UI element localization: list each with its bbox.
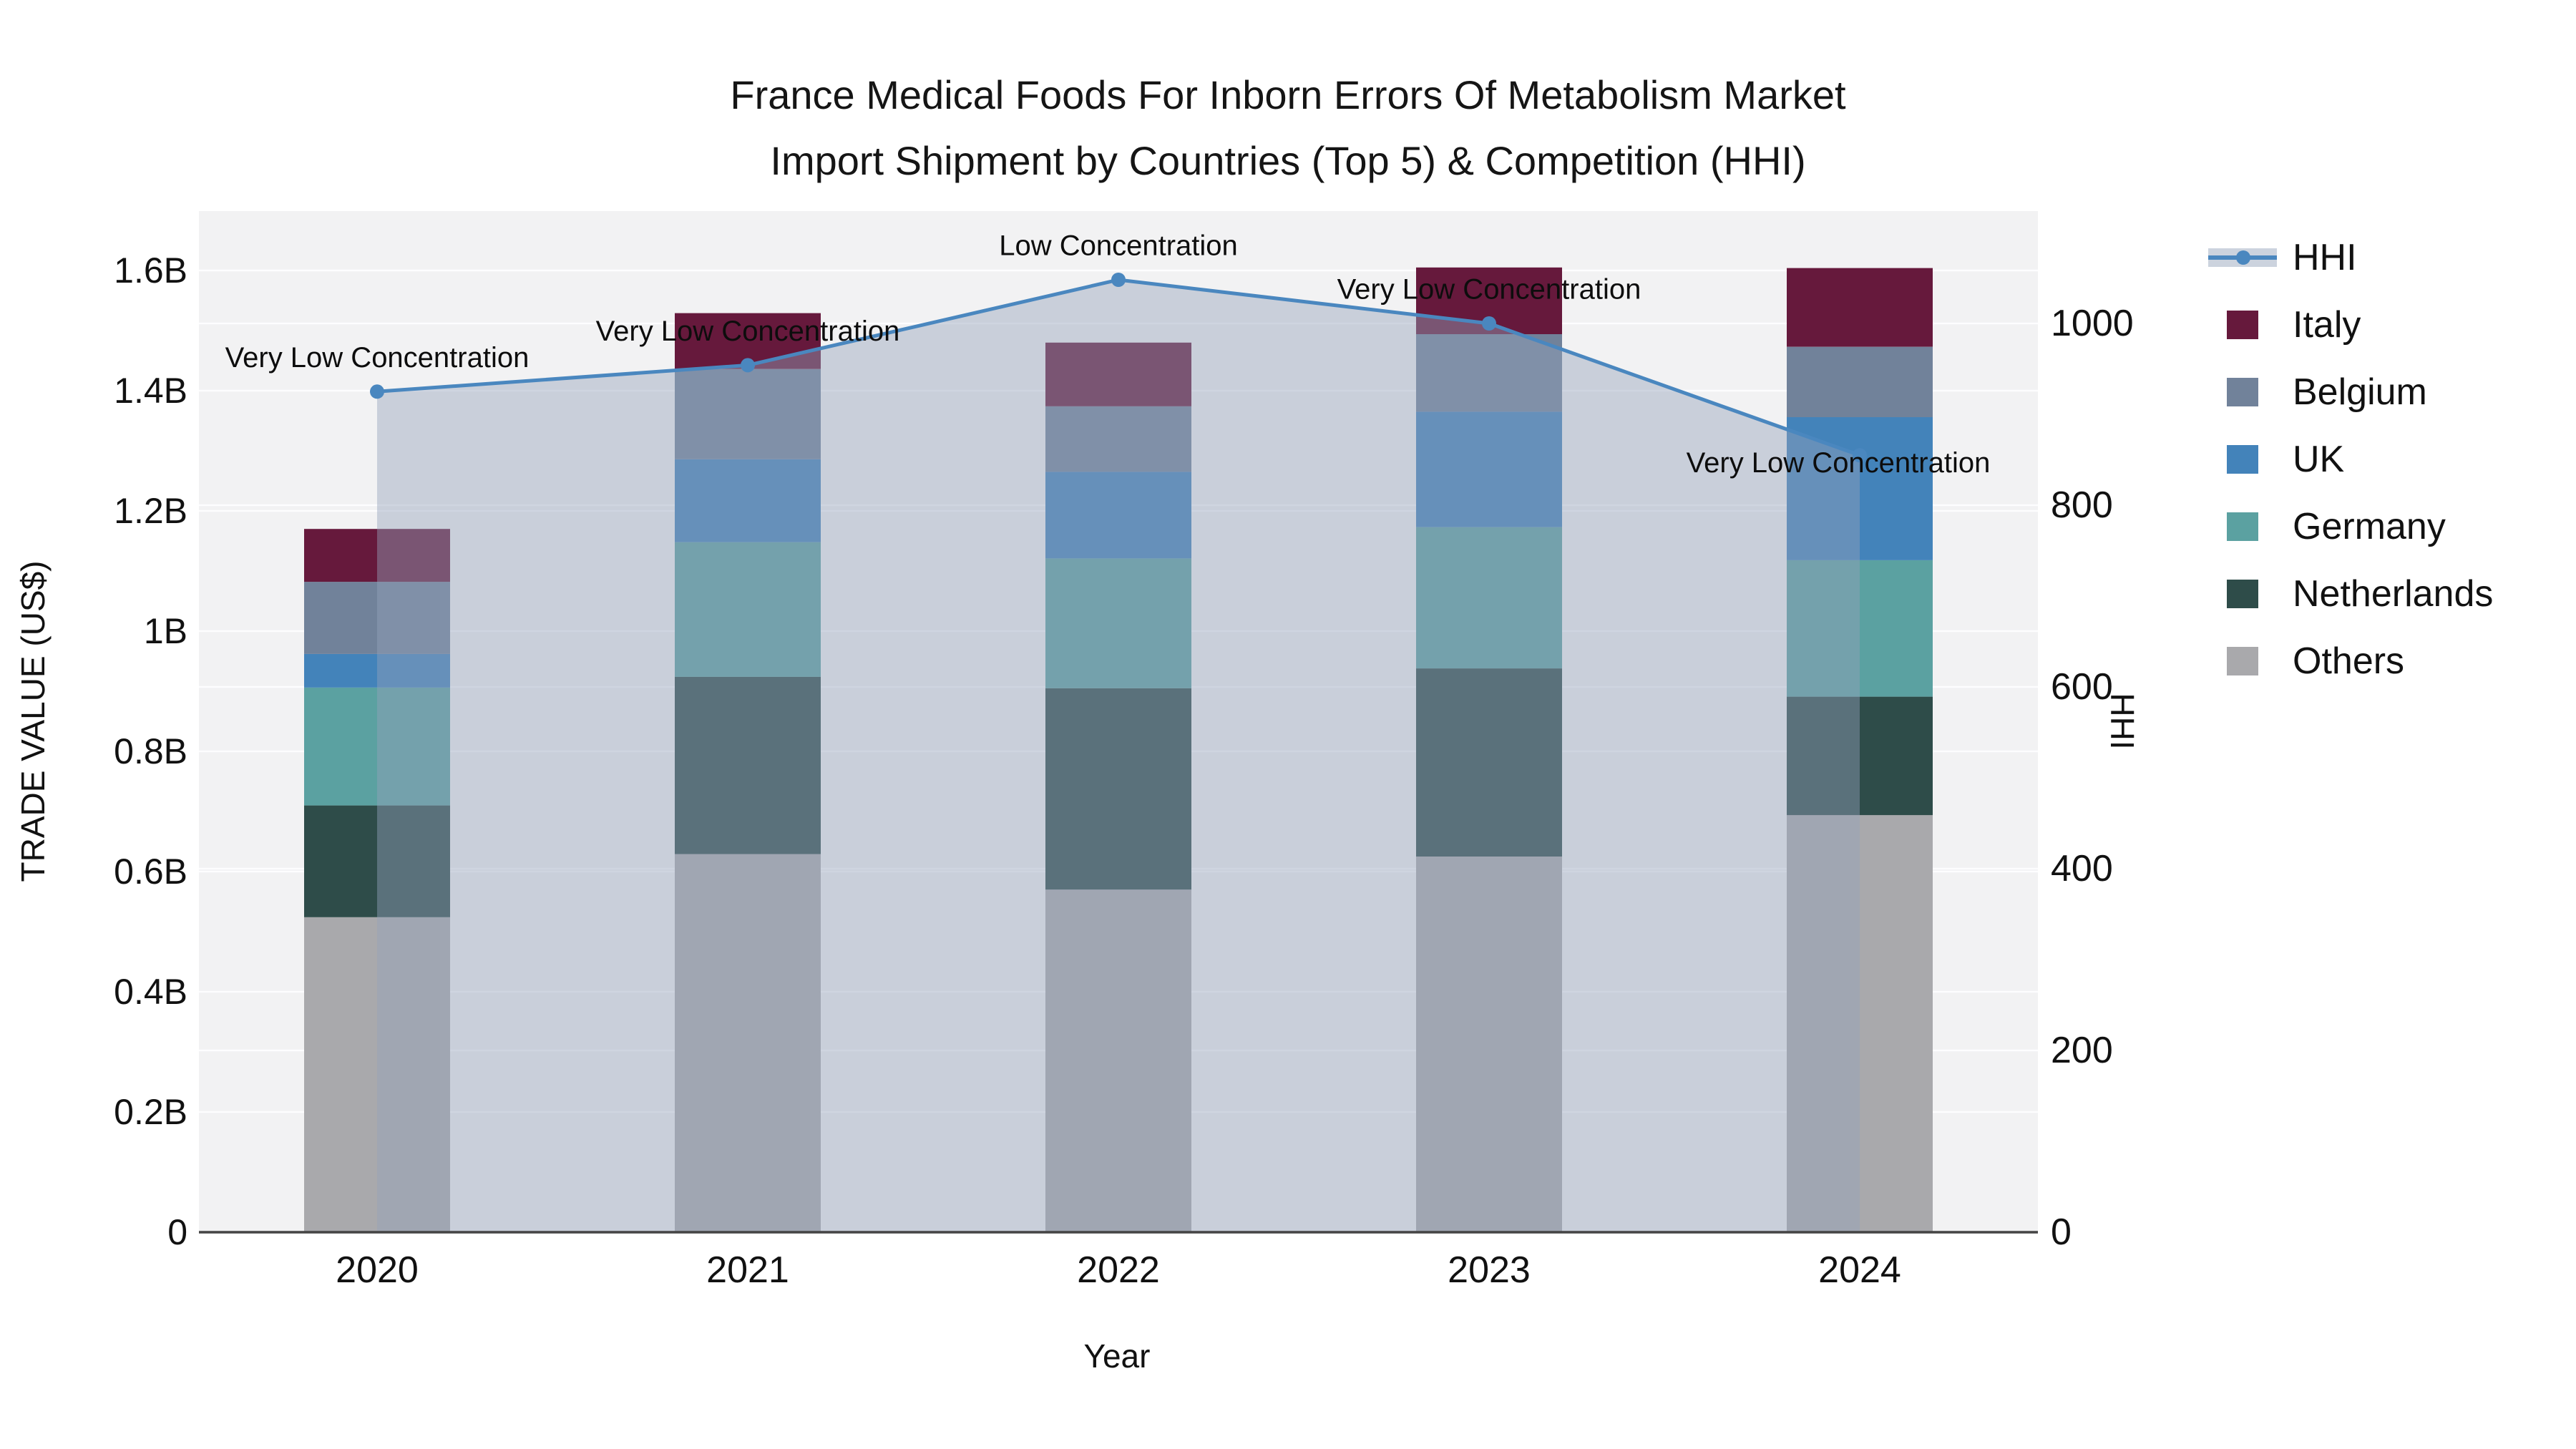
legend-label-others: Others bbox=[2293, 640, 2405, 682]
x-tick-2022: 2022 bbox=[1077, 1249, 1160, 1291]
legend-item-netherlands[interactable]: Netherlands bbox=[2208, 572, 2493, 615]
bar-segment-Netherlands-2023[interactable] bbox=[1416, 668, 1562, 857]
hhi-sample-marker-icon bbox=[2236, 250, 2250, 265]
annotation-2021: Very Low Concentration bbox=[596, 316, 900, 347]
bar-segment-Others-2021[interactable] bbox=[675, 854, 821, 1232]
legend: HHI Italy Belgium UK Germany Netherlands… bbox=[2208, 236, 2493, 707]
left-tick-0.4B: 0.4B bbox=[114, 972, 187, 1012]
annotation-2023: Very Low Concentration bbox=[1337, 274, 1641, 306]
legend-label-germany: Germany bbox=[2293, 506, 2446, 547]
hhi-area bbox=[377, 280, 1860, 1232]
bar-segment-Belgium-2024[interactable] bbox=[1787, 346, 1933, 417]
hhi-marker-2024[interactable] bbox=[1853, 448, 1867, 463]
bar-segment-Belgium-2023[interactable] bbox=[1416, 334, 1562, 412]
x-axis-title: Year bbox=[1083, 1337, 1151, 1375]
right-axis-title: HHI bbox=[2104, 693, 2141, 750]
bar-segment-Italy-2024[interactable] bbox=[1787, 268, 1933, 347]
legend-item-others[interactable]: Others bbox=[2208, 640, 2493, 683]
right-tick-800: 800 bbox=[2051, 484, 2113, 526]
annotation-2020: Very Low Concentration bbox=[225, 342, 530, 374]
annotation-2022: Low Concentration bbox=[999, 230, 1238, 262]
x-tick-2024: 2024 bbox=[1818, 1249, 1901, 1291]
right-tick-200: 200 bbox=[2051, 1030, 2113, 1071]
bar-segment-Netherlands-2020[interactable] bbox=[304, 805, 450, 917]
chart-title-line1: France Medical Foods For Inborn Errors O… bbox=[730, 72, 1846, 117]
x-tick-2021: 2021 bbox=[706, 1249, 789, 1291]
bar-segment-Italy-2020[interactable] bbox=[304, 529, 450, 582]
hhi-marker-2020[interactable] bbox=[370, 384, 384, 399]
bar-segment-Germany-2022[interactable] bbox=[1045, 558, 1191, 688]
left-tick-1.6B: 1.6B bbox=[114, 250, 187, 291]
hhi-marker-2023[interactable] bbox=[1482, 316, 1496, 331]
bar-segment-UK-2024[interactable] bbox=[1787, 417, 1933, 560]
uk-swatch-icon bbox=[2227, 445, 2258, 474]
right-tick-600: 600 bbox=[2051, 666, 2113, 708]
legend-item-hhi[interactable]: HHI bbox=[2208, 236, 2493, 279]
bar-segment-Italy-2022[interactable] bbox=[1045, 342, 1191, 406]
left-tick-0: 0 bbox=[167, 1212, 187, 1252]
bar-segment-Others-2023[interactable] bbox=[1416, 857, 1562, 1232]
legend-label-uk: UK bbox=[2293, 439, 2345, 480]
legend-item-uk[interactable]: UK bbox=[2208, 438, 2493, 481]
bar-segment-Germany-2023[interactable] bbox=[1416, 527, 1562, 669]
bar-segment-Germany-2024[interactable] bbox=[1787, 560, 1933, 697]
bar-segment-Netherlands-2022[interactable] bbox=[1045, 688, 1191, 890]
legend-item-germany[interactable]: Germany bbox=[2208, 505, 2493, 548]
bar-segment-Others-2022[interactable] bbox=[1045, 889, 1191, 1232]
bar-segment-UK-2021[interactable] bbox=[675, 459, 821, 542]
right-tick-400: 400 bbox=[2051, 848, 2113, 889]
bar-segment-Netherlands-2021[interactable] bbox=[675, 676, 821, 854]
bar-segment-UK-2022[interactable] bbox=[1045, 472, 1191, 559]
bar-segment-Netherlands-2024[interactable] bbox=[1787, 696, 1933, 816]
italy-swatch-icon bbox=[2227, 311, 2258, 339]
left-tick-1B: 1B bbox=[143, 611, 187, 651]
hhi-marker-2021[interactable] bbox=[741, 358, 755, 373]
left-tick-1.4B: 1.4B bbox=[114, 371, 187, 411]
others-swatch-icon bbox=[2227, 647, 2258, 675]
left-tick-0.8B: 0.8B bbox=[114, 731, 187, 771]
annotation-2024: Very Low Concentration bbox=[1687, 447, 1991, 479]
left-axis-title: TRADE VALUE (US$) bbox=[14, 560, 52, 882]
hhi-marker-2022[interactable] bbox=[1111, 273, 1126, 287]
legend-label-hhi: HHI bbox=[2293, 237, 2357, 278]
belgium-swatch-icon bbox=[2227, 378, 2258, 406]
left-tick-0.6B: 0.6B bbox=[114, 852, 187, 892]
legend-label-italy: Italy bbox=[2293, 304, 2361, 346]
bar-segment-Others-2020[interactable] bbox=[304, 917, 450, 1232]
x-tick-2020: 2020 bbox=[336, 1249, 419, 1291]
legend-label-belgium: Belgium bbox=[2293, 371, 2427, 413]
bar-segment-Others-2024[interactable] bbox=[1787, 815, 1933, 1232]
left-tick-1.2B: 1.2B bbox=[114, 491, 187, 531]
chart-title-line2: Import Shipment by Countries (Top 5) & C… bbox=[770, 138, 1806, 183]
bar-segment-Belgium-2022[interactable] bbox=[1045, 406, 1191, 472]
bar-segment-UK-2023[interactable] bbox=[1416, 411, 1562, 527]
legend-item-belgium[interactable]: Belgium bbox=[2208, 371, 2493, 414]
plot-area: Very Low Concentration Very Low Concentra… bbox=[199, 211, 2038, 1234]
legend-label-netherlands: Netherlands bbox=[2293, 573, 2494, 615]
bar-segment-Germany-2020[interactable] bbox=[304, 688, 450, 806]
bar-segment-Belgium-2021[interactable] bbox=[675, 369, 821, 459]
legend-item-italy[interactable]: Italy bbox=[2208, 303, 2493, 346]
netherlands-swatch-icon bbox=[2227, 580, 2258, 608]
bar-segment-Belgium-2020[interactable] bbox=[304, 582, 450, 654]
left-tick-0.2B: 0.2B bbox=[114, 1092, 187, 1132]
x-tick-2023: 2023 bbox=[1448, 1249, 1531, 1291]
germany-swatch-icon bbox=[2227, 512, 2258, 541]
hhi-line-sample-icon bbox=[2208, 248, 2277, 267]
bar-segment-UK-2020[interactable] bbox=[304, 653, 450, 688]
bar-segment-Germany-2021[interactable] bbox=[675, 542, 821, 677]
right-tick-0: 0 bbox=[2051, 1211, 2072, 1253]
right-tick-1000: 1000 bbox=[2051, 303, 2134, 344]
